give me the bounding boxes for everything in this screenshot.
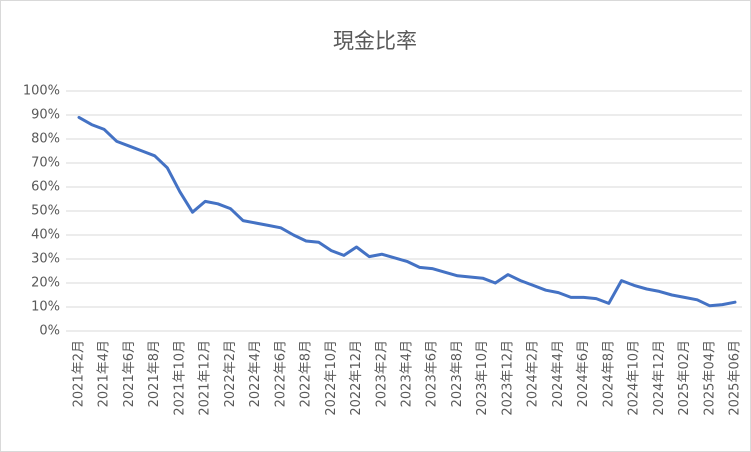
x-tick-label: 2021年4月 (97, 340, 112, 407)
x-tick-label: 2024年2月 (526, 340, 541, 407)
y-tick-label: 0% (39, 324, 60, 339)
y-tick-label: 70% (31, 156, 60, 171)
x-tick-label: 2022年10月 (324, 340, 339, 416)
x-tick-label: 2025年02月 (677, 340, 692, 416)
y-tick-label: 60% (31, 180, 60, 195)
x-tick-label: 2024年6月 (576, 340, 591, 407)
x-tick-label: 2022年2月 (223, 340, 238, 407)
x-tick-label: 2024年10月 (627, 340, 642, 416)
data-line (77, 115, 737, 308)
x-tick-label: 2023年10月 (475, 340, 490, 416)
x-tick-label: 2023年4月 (400, 340, 415, 407)
x-tick-label: 2021年8月 (147, 340, 162, 407)
y-tick-label: 40% (31, 228, 60, 243)
y-tick-label: 30% (31, 252, 60, 267)
y-tick-label: 50% (31, 204, 60, 219)
x-tick-label: 2024年4月 (551, 340, 566, 407)
y-tick-label: 80% (31, 132, 60, 147)
y-tick-label: 90% (31, 108, 60, 123)
x-tick-label: 2022年12月 (349, 340, 364, 416)
chart-title: 現金比率 (333, 29, 417, 53)
y-tick-label: 10% (31, 300, 60, 315)
x-tick-label: 2022年8月 (299, 340, 314, 407)
x-tick-label: 2023年2月 (374, 340, 389, 407)
x-tick-label: 2023年8月 (450, 340, 465, 407)
x-tick-label: 2021年12月 (198, 340, 213, 416)
y-tick-label: 20% (31, 276, 60, 291)
x-tick-label: 2022年4月 (248, 340, 263, 407)
y-tick-label: 100% (23, 84, 60, 99)
x-tick-label: 2023年6月 (425, 340, 440, 407)
x-tick-label: 2024年8月 (601, 340, 616, 407)
x-tick-label: 2021年10月 (172, 340, 187, 416)
x-tick-label: 2021年6月 (122, 340, 137, 407)
x-tick-label: 2025年06月 (728, 340, 743, 416)
x-tick-label: 2022年6月 (273, 340, 288, 407)
x-tick-label: 2021年2月 (72, 340, 87, 407)
x-tick-label: 2024年12月 (652, 340, 667, 416)
x-tick-label: 2025年04月 (702, 340, 717, 416)
x-tick-label: 2023年12月 (500, 340, 515, 416)
